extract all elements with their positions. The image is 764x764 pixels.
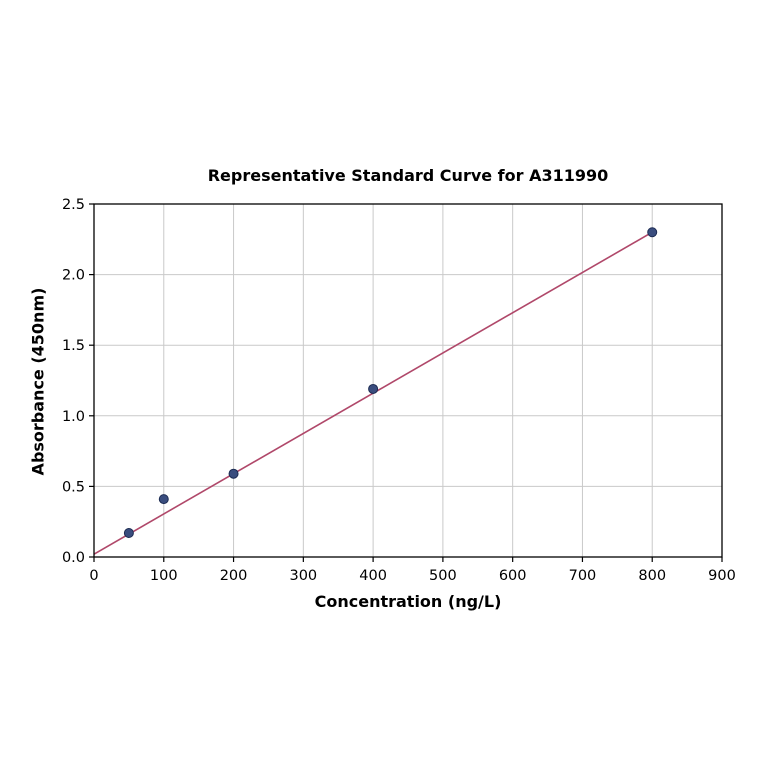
y-tick-label: 1.0 xyxy=(62,409,85,425)
x-tick-label: 100 xyxy=(150,568,178,584)
plot-border xyxy=(93,203,723,558)
x-axis-label: Concentration (ng/L) xyxy=(314,592,502,611)
x-tick-label: 0 xyxy=(89,568,98,584)
x-tick-label: 300 xyxy=(289,568,317,584)
data-point xyxy=(647,227,658,238)
y-tick-label: 2.5 xyxy=(62,197,85,213)
x-tick-label: 200 xyxy=(220,568,248,584)
x-tick-label: 400 xyxy=(359,568,387,584)
x-tick-label: 600 xyxy=(499,568,527,584)
y-tick-label: 1.5 xyxy=(62,338,85,354)
x-tick-label: 900 xyxy=(708,568,736,584)
x-tick-label: 500 xyxy=(429,568,457,584)
y-tick-label: 0.0 xyxy=(62,550,85,566)
data-point xyxy=(228,468,239,479)
y-tick-label: 0.5 xyxy=(62,479,85,495)
x-tick-label: 800 xyxy=(638,568,666,584)
x-tick-label: 700 xyxy=(569,568,597,584)
data-point xyxy=(158,494,169,505)
data-point xyxy=(123,527,134,538)
chart-title: Representative Standard Curve for A31199… xyxy=(207,166,609,185)
y-tick-label: 2.0 xyxy=(62,268,85,284)
data-point xyxy=(368,383,379,394)
plot-background xyxy=(94,204,722,557)
